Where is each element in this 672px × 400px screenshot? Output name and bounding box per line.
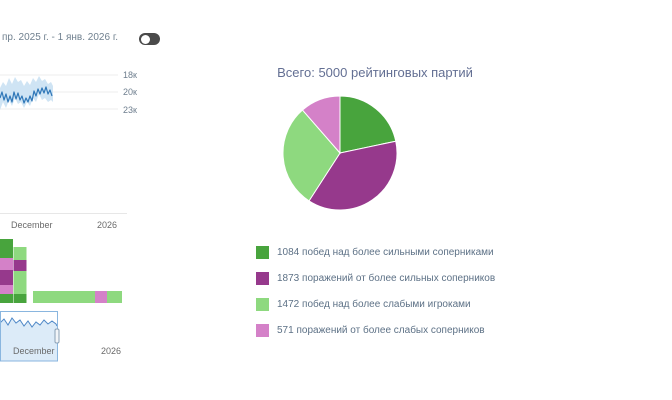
legend-item[interactable]: 1873 поражений от более сильных соперник… — [256, 272, 495, 285]
legend-label: 1472 побед над более слабыми игроками — [277, 299, 471, 310]
bar-segment[interactable] — [0, 239, 13, 258]
navigator-area — [0, 318, 57, 361]
bar-segment[interactable] — [107, 291, 122, 303]
bar-segment[interactable] — [33, 291, 95, 303]
date-range-label: пр. 2025 г. - 1 янв. 2026 г. — [2, 32, 119, 43]
toggle-knob-icon — [140, 34, 150, 44]
x-tick-label: December — [13, 346, 55, 356]
bar-segment[interactable] — [13, 260, 27, 271]
legend-label: 1873 поражений от более сильных соперник… — [277, 273, 496, 284]
pie-slice[interactable] — [282, 109, 341, 202]
pie-legend: 1084 побед над более сильными соперникам… — [256, 246, 495, 350]
legend-swatch-win-stronger — [256, 246, 269, 259]
bar-segment[interactable] — [13, 294, 27, 303]
legend-item[interactable]: 1472 побед над более слабыми игроками — [256, 298, 495, 311]
rank-line-series — [0, 86, 53, 104]
navigator-chart[interactable] — [0, 311, 126, 362]
bar-segment[interactable] — [13, 247, 27, 260]
bar-segment[interactable] — [0, 294, 13, 303]
legend-label: 1084 побед над более сильными соперникам… — [277, 247, 494, 258]
pie-chart — [282, 95, 398, 211]
bar-segment[interactable] — [0, 285, 13, 294]
confidence-band — [0, 76, 53, 110]
legend-item[interactable]: 1084 побед над более сильными соперникам… — [256, 246, 495, 259]
x-tick-label: December — [11, 220, 53, 230]
legend-swatch-loss-weaker — [256, 324, 269, 337]
legend-swatch-loss-stronger — [256, 272, 269, 285]
legend-item[interactable]: 571 поражений от более слабых соперников — [256, 324, 495, 337]
bar-segment[interactable] — [13, 271, 27, 294]
legend-swatch-win-weaker — [256, 298, 269, 311]
x-tick-label: 2026 — [97, 220, 118, 230]
y-tick-label: 23к — [123, 105, 137, 115]
navigator-handle[interactable] — [54, 328, 60, 344]
x-tick-label: 2026 — [101, 346, 122, 356]
bar-segment[interactable] — [95, 291, 107, 303]
bar-segment[interactable] — [0, 258, 13, 270]
y-tick-label: 18к — [123, 70, 137, 80]
navigator-line — [0, 317, 58, 328]
pie-chart-title: Всего: 5000 рейтинговых партий — [277, 65, 473, 80]
date-range-toggle[interactable] — [139, 33, 160, 45]
results-bar-chart — [0, 239, 122, 303]
pie-slice[interactable] — [308, 140, 398, 211]
rank-line-chart — [0, 74, 118, 110]
x-axis-line — [0, 213, 127, 214]
legend-label: 571 поражений от более слабых соперников — [277, 325, 485, 336]
pie-slice[interactable] — [301, 95, 341, 155]
bar-segment[interactable] — [0, 270, 13, 285]
y-tick-label: 20к — [123, 87, 137, 97]
pie-slice[interactable] — [339, 95, 397, 154]
